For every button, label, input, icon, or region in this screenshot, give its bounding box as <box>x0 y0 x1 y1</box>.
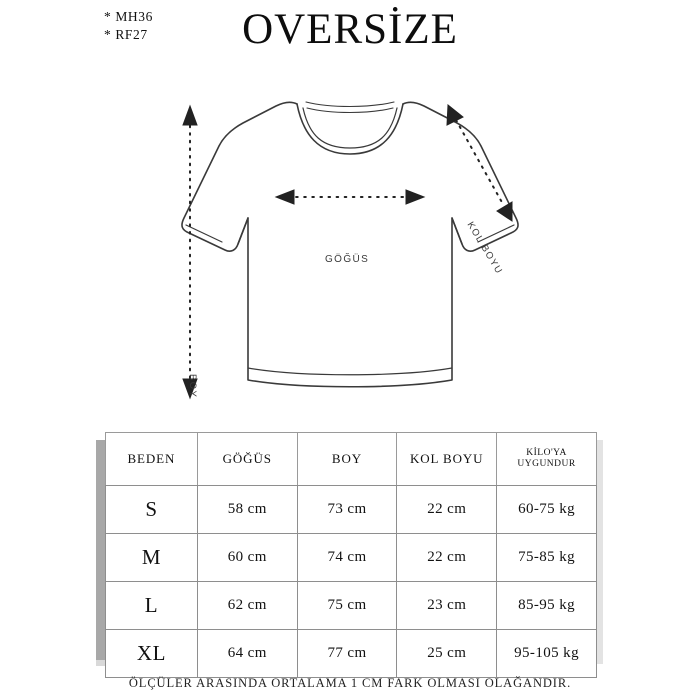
table-shadow-right <box>596 440 603 664</box>
cell-sleeve: 22 cm <box>396 485 498 534</box>
tshirt-outline-shape <box>181 101 519 388</box>
column-header-kol-boyu: KOL BOYU <box>396 432 498 486</box>
table-row: M 60 cm 74 cm 22 cm 75-85 kg <box>105 533 597 582</box>
product-code-2: * RF27 <box>104 27 148 42</box>
cell-size: M <box>105 533 198 582</box>
size-table: BEDEN GÖĞÜS BOY KOL BOYU KİLO'YA UYGUNDU… <box>105 432 597 678</box>
chest-dimension-label: GÖĞÜS <box>325 254 370 265</box>
cell-sleeve: 23 cm <box>396 581 498 630</box>
table-header-row: BEDEN GÖĞÜS BOY KOL BOYU KİLO'YA UYGUNDU… <box>105 432 597 486</box>
table-shadow-bottom-left <box>96 660 112 666</box>
cell-size: S <box>105 485 198 534</box>
cell-sleeve: 22 cm <box>396 533 498 582</box>
product-codes: * MH36 * RF27 <box>104 8 153 44</box>
page-title: OVERSİZE <box>242 6 458 53</box>
table-shadow-left <box>96 440 105 664</box>
table-row: XL 64 cm 77 cm 25 cm 95-105 kg <box>105 629 597 678</box>
tolerance-note: ÖLÇÜLER ARASINDA ORTALAMA 1 CM FARK OLMA… <box>128 676 572 690</box>
cell-length: 75 cm <box>296 581 398 630</box>
cell-chest: 58 cm <box>196 485 298 534</box>
cell-weight: 75-85 kg <box>496 533 597 582</box>
length-dimension-arrow <box>182 104 198 400</box>
table-row: S 58 cm 73 cm 22 cm 60-75 kg <box>105 485 597 534</box>
cell-sleeve: 25 cm <box>396 629 498 678</box>
cell-weight: 95-105 kg <box>496 629 597 678</box>
column-header-boy: BOY <box>296 432 398 486</box>
tshirt-illustration: GÖĞÜS BOY KOL BOYU <box>0 78 700 418</box>
length-dimension-label: BOY <box>187 374 198 399</box>
column-header-kiloya-uygundur: KİLO'YA UYGUNDUR <box>496 432 597 486</box>
cell-size: XL <box>105 629 198 678</box>
cell-weight: 60-75 kg <box>496 485 597 534</box>
cell-length: 74 cm <box>296 533 398 582</box>
cell-chest: 64 cm <box>196 629 298 678</box>
column-header-gogus: GÖĞÜS <box>196 432 298 486</box>
cell-length: 77 cm <box>296 629 398 678</box>
cell-weight: 85-95 kg <box>496 581 597 630</box>
sleeve-dimension-arrow <box>446 103 513 222</box>
size-table-container: BEDEN GÖĞÜS BOY KOL BOYU KİLO'YA UYGUNDU… <box>96 432 604 678</box>
product-code-1: * MH36 <box>104 9 153 24</box>
cell-size: L <box>105 581 198 630</box>
cell-length: 73 cm <box>296 485 398 534</box>
column-header-beden: BEDEN <box>105 432 198 486</box>
column-header-kiloya-line1: KİLO'YA <box>526 447 567 458</box>
table-row: L 62 cm 75 cm 23 cm 85-95 kg <box>105 581 597 630</box>
column-header-kiloya-line2: UYGUNDUR <box>517 459 576 469</box>
cell-chest: 62 cm <box>196 581 298 630</box>
chest-dimension-arrow <box>274 189 426 205</box>
cell-chest: 60 cm <box>196 533 298 582</box>
